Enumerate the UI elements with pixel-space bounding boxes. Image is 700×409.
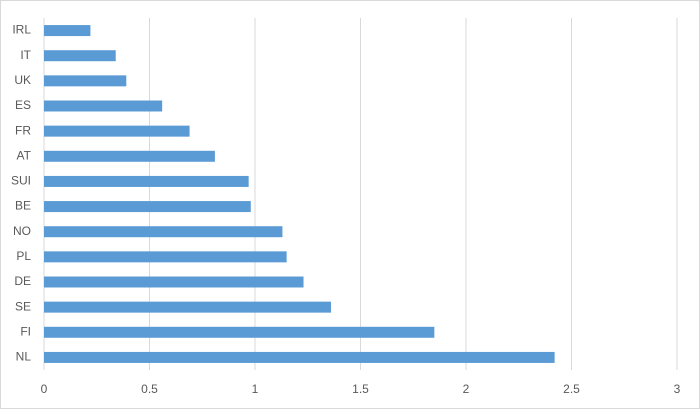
bar (44, 301, 331, 313)
bar (44, 351, 555, 363)
bar (44, 50, 116, 62)
x-tick-label: 2 (463, 382, 470, 396)
y-tick-label: UK (14, 73, 31, 87)
bar (44, 226, 283, 238)
bar (44, 125, 190, 137)
y-tick-label: FR (15, 123, 31, 137)
x-tick-label: 1.5 (352, 382, 369, 396)
bar (44, 201, 251, 213)
y-tick-label: IT (20, 48, 31, 62)
y-tick-label: FI (20, 324, 31, 338)
y-tick-label: NL (16, 350, 32, 364)
x-tick-label: 3 (674, 382, 681, 396)
y-tick-label: DE (14, 274, 31, 288)
y-tick-label: SE (15, 299, 31, 313)
y-tick-label: IRL (12, 23, 31, 37)
y-tick-label: AT (17, 148, 32, 162)
bar (44, 175, 249, 187)
y-tick-label: BE (15, 199, 31, 213)
bar (44, 25, 91, 37)
x-tick-label: 0 (41, 382, 48, 396)
x-tick-label: 1 (252, 382, 259, 396)
y-tick-label: SUI (11, 174, 31, 188)
bar (44, 276, 304, 288)
bar (44, 75, 127, 87)
x-tick-label: 0.5 (141, 382, 158, 396)
bar (44, 326, 435, 338)
bar (44, 150, 215, 162)
y-tick-label: NO (13, 224, 31, 238)
y-tick-label: ES (15, 98, 31, 112)
x-tick-label: 2.5 (563, 382, 580, 396)
y-tick-label: PL (16, 249, 31, 263)
bar (44, 251, 287, 263)
bar (44, 100, 163, 112)
